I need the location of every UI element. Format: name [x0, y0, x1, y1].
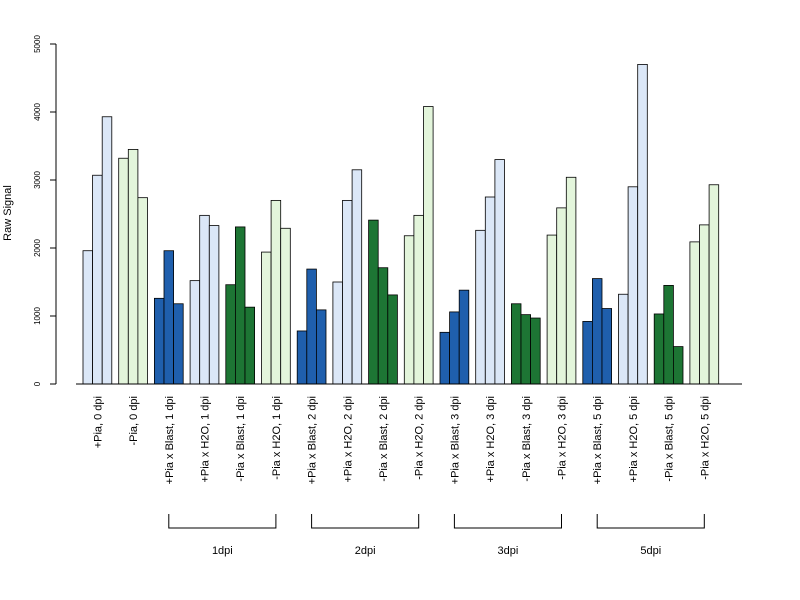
- bar: [137, 197, 148, 385]
- bar: [663, 284, 674, 385]
- category-label: -Pia, 0 dpi: [128, 396, 140, 446]
- bar: [708, 184, 720, 385]
- bar: [546, 234, 558, 385]
- category-label: +Pia x H2O, 5 dpi: [628, 396, 640, 483]
- category-label: -Pia x H2O, 5 dpi: [699, 396, 711, 480]
- bar: [673, 346, 684, 385]
- bar: [592, 278, 603, 385]
- bar: [530, 317, 541, 385]
- group-label: 3dpi: [498, 545, 519, 557]
- category-label: +Pia x Blast, 1 dpi: [164, 396, 176, 484]
- category-label: -Pia x Blast, 1 dpi: [235, 396, 247, 482]
- bar: [92, 174, 103, 385]
- bar: [208, 225, 220, 385]
- bar: [582, 321, 593, 385]
- bar: [699, 224, 710, 385]
- bar: [423, 106, 434, 385]
- category-label: +Pia, 0 dpi: [92, 396, 104, 448]
- group-bracket: [168, 514, 277, 529]
- y-axis: 0 1000 2000 3000 4000 5000: [33, 35, 57, 386]
- y-tick-label: 2000: [33, 239, 42, 257]
- bar: [315, 309, 327, 385]
- bar: [689, 241, 700, 385]
- category-label: +Pia x H2O, 2 dpi: [342, 396, 354, 483]
- bar: [82, 250, 94, 385]
- bar: [377, 267, 389, 385]
- bar: [403, 235, 415, 385]
- group-brackets: 1dpi 2dpi 3dpi 5dpi: [168, 514, 705, 557]
- bar: [189, 280, 201, 385]
- category-label: +Pia x H2O, 1 dpi: [200, 396, 212, 483]
- bar: [510, 303, 522, 385]
- bar: [351, 169, 363, 385]
- bar: [653, 313, 665, 385]
- bar: [244, 306, 256, 385]
- bar: [618, 293, 629, 385]
- bar: [332, 281, 343, 385]
- category-label: +Pia x H2O, 3 dpi: [485, 396, 497, 483]
- bar: [234, 226, 246, 385]
- bar: [127, 148, 139, 385]
- category-labels: +Pia, 0 dpi -Pia, 0 dpi +Pia x Blast, 1 dp…: [92, 396, 711, 484]
- category-label: -Pia x Blast, 2 dpi: [378, 396, 390, 482]
- group-label: 1dpi: [212, 545, 233, 557]
- category-label: -Pia x H2O, 3 dpi: [557, 396, 569, 480]
- bar: [439, 331, 451, 385]
- category-label: +Pia x Blast, 2 dpi: [307, 396, 319, 484]
- bar: [601, 308, 613, 385]
- y-axis-title: Raw Signal: [2, 185, 14, 241]
- group-bracket: [453, 514, 562, 529]
- bar: [101, 116, 113, 385]
- bar: [199, 214, 210, 385]
- group-label: 2dpi: [355, 545, 376, 557]
- bar: [627, 186, 639, 385]
- bar: [637, 64, 648, 385]
- y-tick-label: 0: [33, 381, 42, 386]
- bar: [306, 268, 317, 385]
- bar: [280, 227, 291, 385]
- bar: [413, 214, 424, 385]
- bar: [449, 311, 460, 385]
- category-label: -Pia x H2O, 2 dpi: [414, 396, 426, 480]
- bar: [270, 199, 282, 385]
- bar: [475, 229, 486, 385]
- bar: [153, 297, 165, 385]
- group-bracket: [596, 514, 705, 529]
- y-tick-label: 5000: [33, 35, 42, 53]
- category-label: +Pia x Blast, 3 dpi: [449, 396, 461, 484]
- category-label: -Pia x H2O, 1 dpi: [271, 396, 283, 480]
- bar: [225, 284, 236, 385]
- bar: [520, 314, 532, 385]
- bar: [342, 199, 353, 385]
- y-tick-label: 1000: [33, 307, 42, 325]
- y-tick-label: 3000: [33, 171, 42, 189]
- group-bracket: [311, 514, 420, 529]
- bar: [368, 219, 379, 385]
- bar: [118, 157, 129, 385]
- bar: [484, 196, 496, 385]
- bar: [173, 303, 184, 385]
- category-label: -Pia x Blast, 3 dpi: [521, 396, 533, 482]
- bars: [82, 64, 720, 385]
- category-label: -Pia x Blast, 5 dpi: [664, 396, 676, 482]
- bar: [387, 294, 398, 385]
- bar: [494, 159, 505, 385]
- group-label: 5dpi: [640, 545, 661, 557]
- bar: [565, 176, 577, 385]
- bar: [556, 207, 567, 385]
- bar: [163, 250, 175, 385]
- bar: [296, 330, 308, 385]
- bar: [458, 289, 470, 385]
- y-tick-label: 4000: [33, 103, 42, 121]
- category-label: +Pia x Blast, 5 dpi: [592, 396, 604, 484]
- bar: [261, 251, 272, 385]
